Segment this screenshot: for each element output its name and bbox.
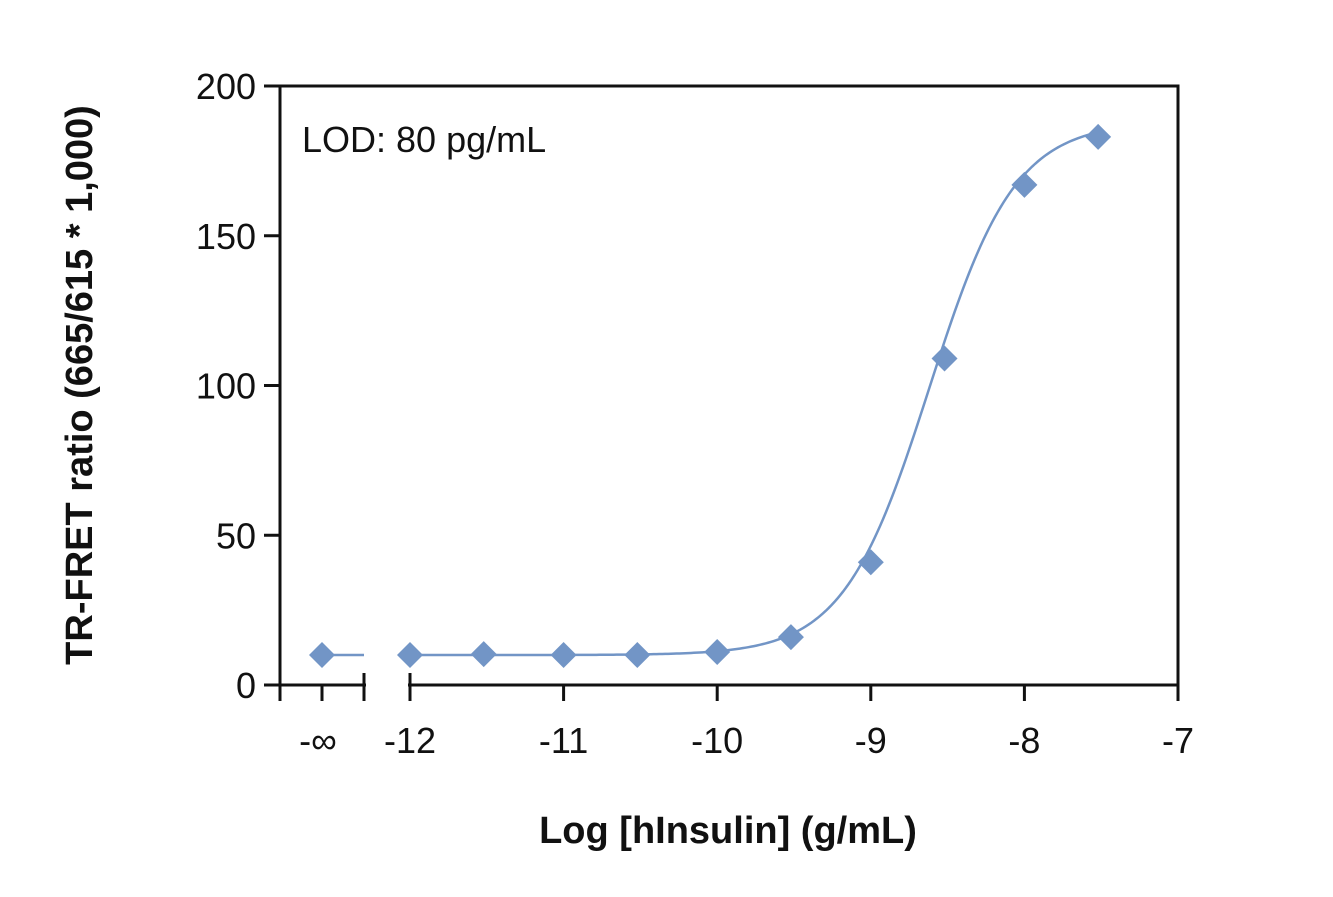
fit-curve-layer: [322, 131, 1099, 657]
data-point: [550, 642, 577, 669]
data-point: [470, 641, 497, 668]
data-point-zero-dose: [309, 642, 335, 669]
data-points-layer: [309, 123, 1112, 669]
x-tick-label: -10: [691, 720, 743, 761]
data-point: [1085, 123, 1112, 150]
y-tick-label: 50: [216, 515, 256, 556]
data-point: [857, 549, 884, 576]
x-tick-label: -11: [539, 720, 588, 761]
y-axis-title: TR-FRET ratio (665/615 * 1,000): [59, 105, 101, 665]
x-tick-label: -7: [1162, 720, 1194, 761]
y-tick-label: 100: [196, 366, 256, 407]
x-axis-title: Log [hInsulin] (g/mL): [539, 810, 917, 852]
data-point: [397, 642, 423, 669]
y-tick-label: 200: [196, 66, 256, 107]
x-tick-label: -12: [384, 720, 436, 761]
data-point: [1011, 171, 1038, 198]
x-tick-label-zero-dose: -∞: [299, 720, 337, 761]
y-tick-label: 150: [196, 216, 256, 257]
axes-layer: 0 50 100 150 200 -12 -11 -10 -9 -8 -7 -∞: [196, 66, 1194, 761]
x-tick-label: -9: [855, 720, 887, 761]
y-tick-label: 0: [236, 665, 256, 706]
data-point: [777, 624, 804, 651]
lod-annotation: LOD: 80 pg/mL: [302, 119, 546, 160]
plot-frame: [278, 84, 1180, 687]
data-point: [931, 345, 958, 372]
fit-curve: [410, 131, 1099, 657]
axis-break-gap: [366, 682, 408, 688]
data-point: [624, 642, 651, 669]
data-point: [704, 639, 731, 666]
x-tick-label: -8: [1008, 720, 1040, 761]
